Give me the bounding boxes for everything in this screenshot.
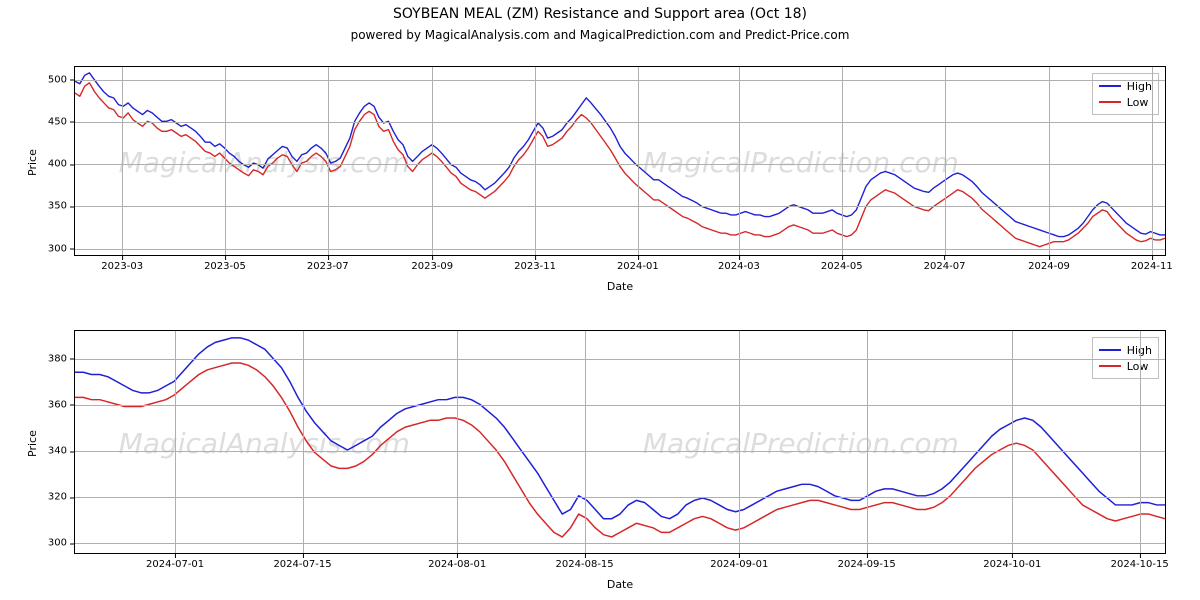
gridline bbox=[75, 249, 1165, 250]
y-axis-label: Price bbox=[26, 430, 39, 457]
x-tick-label: 2024-09-01 bbox=[710, 559, 768, 570]
x-tick-label: 2024-07 bbox=[924, 261, 966, 272]
gridline bbox=[75, 543, 1165, 544]
x-axis-label: Date bbox=[74, 578, 1166, 591]
legend-item: Low bbox=[1099, 358, 1152, 374]
x-tick-label: 2024-05 bbox=[821, 261, 863, 272]
gridline bbox=[175, 331, 176, 553]
y-tick-label: 340 bbox=[48, 446, 67, 457]
legend-swatch bbox=[1099, 85, 1121, 87]
y-tick-label: 300 bbox=[48, 538, 67, 549]
gridline bbox=[842, 67, 843, 255]
gridline bbox=[328, 67, 329, 255]
gridline bbox=[75, 405, 1165, 406]
y-tick-label: 450 bbox=[48, 116, 67, 127]
legend-label: Low bbox=[1127, 96, 1149, 109]
legend-swatch bbox=[1099, 365, 1121, 367]
top-chart-plot bbox=[75, 67, 1165, 255]
gridline bbox=[75, 497, 1165, 498]
gridline bbox=[1012, 331, 1013, 553]
chart-title: SOYBEAN MEAL (ZM) Resistance and Support… bbox=[0, 6, 1200, 22]
gridline bbox=[638, 67, 639, 255]
gridline bbox=[585, 331, 586, 553]
x-tick-label: 2024-07-15 bbox=[273, 559, 331, 570]
y-tick-label: 400 bbox=[48, 159, 67, 170]
gridline bbox=[75, 122, 1165, 123]
gridline bbox=[457, 331, 458, 553]
y-tick-label: 300 bbox=[48, 243, 67, 254]
legend-item: High bbox=[1099, 342, 1152, 358]
x-tick-label: 2023-03 bbox=[101, 261, 143, 272]
x-axis-label: Date bbox=[74, 280, 1166, 293]
gridline bbox=[867, 331, 868, 553]
gridline bbox=[1152, 67, 1153, 255]
x-tick-label: 2024-01 bbox=[617, 261, 659, 272]
gridline bbox=[75, 164, 1165, 165]
y-tick-label: 500 bbox=[48, 74, 67, 85]
gridline bbox=[75, 206, 1165, 207]
legend-label: High bbox=[1127, 80, 1152, 93]
x-tick-label: 2024-09 bbox=[1028, 261, 1070, 272]
legend-swatch bbox=[1099, 101, 1121, 103]
y-tick-label: 360 bbox=[48, 399, 67, 410]
gridline bbox=[1140, 331, 1141, 553]
legend-item: Low bbox=[1099, 94, 1152, 110]
y-tick-label: 380 bbox=[48, 353, 67, 364]
gridline bbox=[432, 67, 433, 255]
series-line-high bbox=[75, 338, 1165, 519]
x-tick-label: 2023-07 bbox=[307, 261, 349, 272]
x-tick-label: 2024-09-15 bbox=[838, 559, 896, 570]
legend-label: Low bbox=[1127, 360, 1149, 373]
x-tick-label: 2024-07-01 bbox=[146, 559, 204, 570]
series-line-high bbox=[75, 73, 1165, 237]
x-tick-label: 2024-08-15 bbox=[556, 559, 614, 570]
x-tick-label: 2023-05 bbox=[204, 261, 246, 272]
gridline bbox=[122, 67, 123, 255]
x-tick-label: 2024-10-01 bbox=[983, 559, 1041, 570]
chart-subtitle: powered by MagicalAnalysis.com and Magic… bbox=[0, 28, 1200, 42]
gridline bbox=[75, 359, 1165, 360]
y-tick-label: 320 bbox=[48, 492, 67, 503]
bottom-chart-panel: MagicalAnalysis.com MagicalPrediction.co… bbox=[74, 330, 1166, 554]
gridline bbox=[1049, 67, 1050, 255]
x-tick-label: 2023-11 bbox=[514, 261, 556, 272]
x-tick-label: 2024-03 bbox=[718, 261, 760, 272]
legend-swatch bbox=[1099, 349, 1121, 351]
x-tick-label: 2024-11 bbox=[1131, 261, 1173, 272]
series-line-low bbox=[75, 363, 1165, 537]
gridline bbox=[945, 67, 946, 255]
x-tick-label: 2023-09 bbox=[411, 261, 453, 272]
y-tick-label: 350 bbox=[48, 201, 67, 212]
gridline bbox=[75, 80, 1165, 81]
gridline bbox=[739, 67, 740, 255]
x-tick-label: 2024-08-01 bbox=[428, 559, 486, 570]
gridline bbox=[535, 67, 536, 255]
bottom-chart-plot bbox=[75, 331, 1165, 553]
figure: SOYBEAN MEAL (ZM) Resistance and Support… bbox=[0, 0, 1200, 600]
gridline bbox=[303, 331, 304, 553]
x-tick-label: 2024-10-15 bbox=[1111, 559, 1169, 570]
top-chart-panel: MagicalAnalysis.com MagicalPrediction.co… bbox=[74, 66, 1166, 256]
gridline bbox=[739, 331, 740, 553]
y-axis-label: Price bbox=[26, 149, 39, 176]
gridline bbox=[75, 451, 1165, 452]
gridline bbox=[225, 67, 226, 255]
